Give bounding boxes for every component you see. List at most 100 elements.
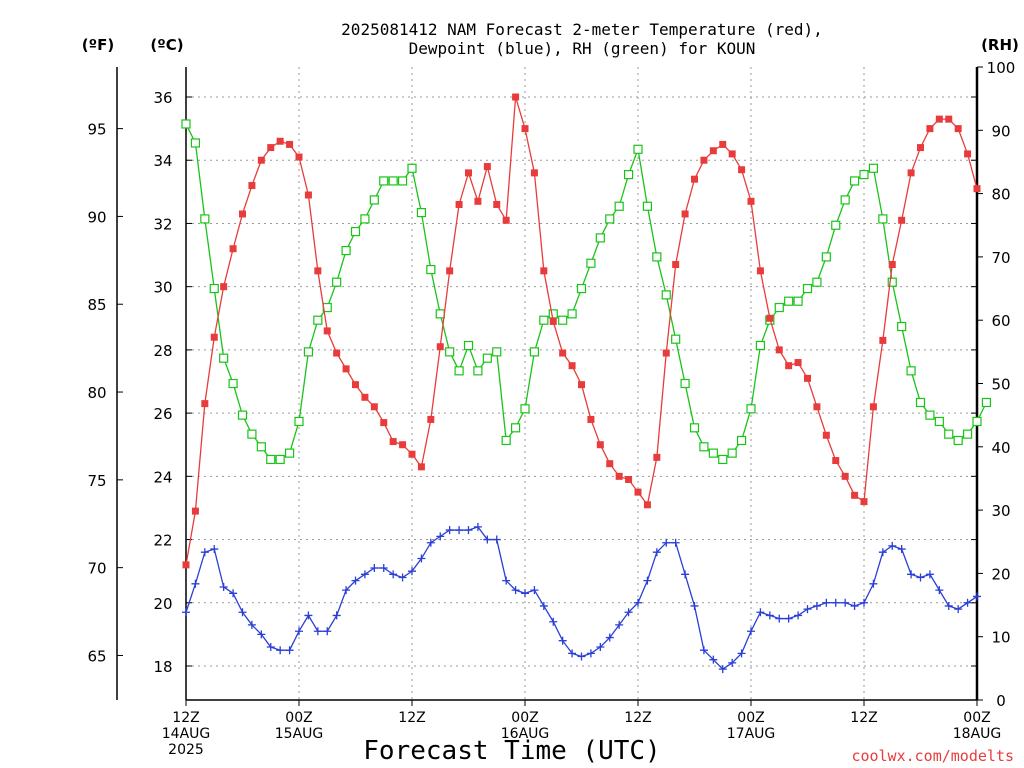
temperature-point [210,333,218,341]
temperature-point [380,419,388,427]
rh-point [934,416,944,427]
x-axis-title: Forecast Time (UTC) [363,736,660,766]
temperature-point [860,498,868,506]
rh-point [529,347,540,357]
rh-point [642,201,653,211]
dewpoint-point [455,526,464,535]
tick-labels: 18 20 22 24 26 28 30 32 34 36 65 70 75 80 85 90 95 0 10 20 3… [87,59,1015,758]
dewpoint-point [907,570,916,579]
celsius-tick-label: 18 [153,658,172,676]
dewpoint-point [586,649,595,658]
dewpoint-point [822,598,831,607]
dewpoint-point [634,598,642,607]
dewpoint-point [266,643,275,652]
rh-point [454,366,464,376]
temperature-point [738,166,746,174]
dewpoint-point [229,589,238,598]
dewpoint-point [860,598,868,607]
temperature-point [333,349,341,357]
temperature-point [389,438,397,446]
dewpoint-point [389,570,398,579]
temperature-point [361,393,369,401]
temperature-point [267,144,275,152]
rh-point [388,176,398,186]
temperature-point [559,349,567,357]
dewpoint-point [558,636,567,645]
temperature-point [869,403,877,411]
rh-point [350,226,361,237]
dewpoint-point [549,617,558,626]
dewpoint-point [436,532,445,541]
rh-point [209,283,219,294]
temperature-point [935,115,943,123]
temperature-point [276,137,284,145]
dewpoint-point [351,576,360,585]
rh-tick-label: 10 [991,629,1010,647]
rh-point [303,347,314,357]
fahrenheit-unit-label: (ºF) [82,36,114,54]
rh-point [492,347,502,357]
dewpoint-point [878,548,887,557]
temperature-point [719,140,727,148]
rh-point [953,435,963,446]
rh-point [369,195,379,205]
temperature-point [785,362,793,370]
temperature-point [766,314,774,322]
dewpoint-point [473,522,482,531]
dewpoint-point [775,614,784,623]
dewpoint-point [379,564,388,573]
rh-point [802,283,813,294]
rh-point [671,334,681,344]
temperature-point [907,169,915,177]
temperature-point [775,346,783,354]
rh-point [831,220,841,230]
dewpoint-point [973,592,981,601]
temperature-point [182,561,190,569]
temperature-point [455,200,463,208]
dewpoint-point [332,611,341,620]
dewpoint-point [304,611,313,620]
dewpoint-point [803,605,812,614]
dewpoint-point [954,605,963,614]
dewpoint-point [408,567,416,576]
temperature-point [587,415,595,423]
rh-point [915,397,926,408]
celsius-tick-label: 34 [153,152,172,170]
dewpoint-point [681,570,690,579]
x-tick-label: 12Z [398,710,425,726]
rh-point [520,404,530,414]
temperature-point [191,507,199,515]
dewpoint-point [596,643,605,652]
temperature-point [427,415,435,423]
rh-point [840,195,850,205]
temperature-point [474,197,482,205]
rh-point [755,340,766,351]
dewpoint-point [257,630,266,639]
credit-text: coolwx.com/modelts [851,747,1014,765]
rh-point [294,416,304,427]
dewpoint-point [464,526,473,535]
dewpoint-point [276,646,285,655]
temperature-point [342,365,350,373]
dewpoint-point [502,576,511,585]
temperature-point [399,441,407,449]
temperature-point [201,400,209,408]
dewpoint-point [643,576,652,585]
rh-point [727,448,737,458]
rh-point [812,277,822,287]
rh-point [821,252,831,262]
temperature-point [257,156,265,164]
fahrenheit-tick-label: 85 [87,296,106,314]
rh-tick-label: 0 [996,692,1006,710]
dewpoint-point [605,633,614,642]
temperature-point [417,463,425,471]
temperature-point [888,261,896,269]
rh-point [332,277,342,287]
rh-point [718,454,728,465]
rh-tick-label: 100 [987,59,1016,77]
rh-point [567,309,577,319]
fahrenheit-tick-label: 70 [87,560,106,578]
celsius-tick-label: 22 [153,532,172,550]
rh-point [887,277,897,287]
